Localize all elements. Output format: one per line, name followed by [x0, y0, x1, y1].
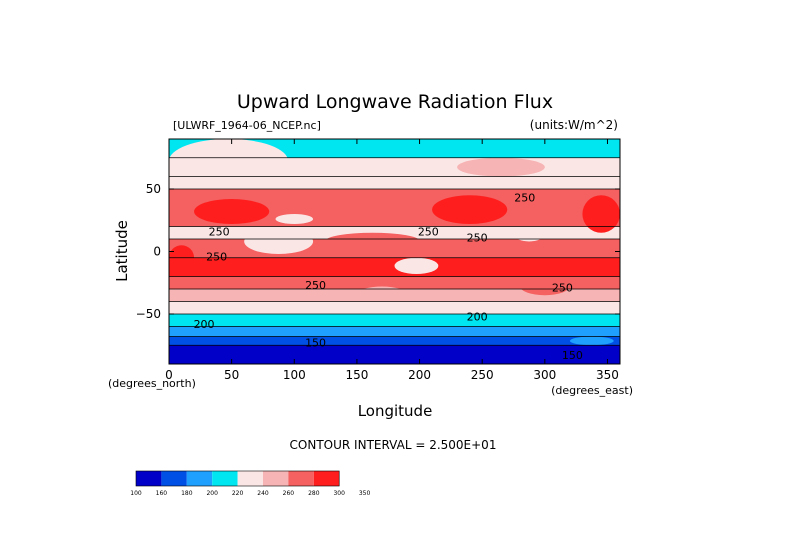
colorbar-swatch-2	[186, 471, 213, 486]
contour-labels: 250 250 250 250 250 250 250 200 200 150 150	[194, 192, 583, 363]
contour-label-8: 200	[467, 310, 488, 323]
contour-label-10: 150	[562, 349, 583, 362]
x-tick-label-7: 350	[596, 368, 619, 382]
colorbar-swatch-0	[136, 471, 162, 486]
colorbar-level-1: 160	[156, 490, 168, 497]
contour-label-5: 250	[552, 282, 573, 295]
colorbar-level-4: 220	[232, 490, 244, 497]
region-13	[569, 336, 614, 346]
band-13	[169, 345, 620, 364]
colorbar-swatch-6	[288, 471, 314, 486]
region-5	[432, 195, 508, 224]
colorbar-level-8: 300	[333, 490, 345, 497]
x-tick-label-3: 150	[345, 368, 368, 382]
region-6	[244, 229, 314, 254]
colorbar-swatch-5	[263, 471, 289, 486]
x-tick-label-4: 200	[408, 368, 431, 382]
contour-label-1: 250	[206, 250, 227, 263]
band-12	[169, 336, 620, 346]
region-7	[325, 232, 420, 249]
colorbar-level-7: 280	[308, 490, 320, 497]
colorbar-level-6: 260	[283, 490, 295, 497]
chart-title: Upward Longwave Radiation Flux	[237, 91, 553, 113]
colorbar-level-2: 180	[181, 490, 193, 497]
colorbar-level-3: 200	[206, 490, 218, 497]
contour-label-3: 250	[467, 232, 488, 245]
region-1	[457, 157, 545, 177]
band-9	[169, 301, 620, 314]
band-6	[169, 257, 620, 277]
y-axis: 50 0 −50	[136, 182, 620, 321]
y-tick-label-0: 50	[146, 182, 161, 196]
colorbar-swatch-1	[161, 471, 187, 486]
contour-label-0: 250	[209, 225, 230, 238]
units-label: (units:W/m^2)	[530, 118, 618, 132]
colorbar-frame	[135, 470, 340, 487]
y-tick-label-1: 0	[153, 245, 161, 259]
region-8	[513, 226, 545, 242]
x-tick-label-5: 250	[471, 368, 494, 382]
x-tick-label-1: 50	[224, 368, 239, 382]
x-tick-label-2: 100	[283, 368, 306, 382]
band-2	[169, 176, 620, 189]
region-9	[394, 257, 439, 274]
colorbar-swatch-3	[212, 471, 238, 486]
colorbar-swatch-4	[237, 471, 263, 486]
contour-interval-text: CONTOUR INTERVAL = 2.500E+01	[290, 438, 497, 452]
contour-label-6: 250	[305, 279, 326, 292]
band-10	[169, 314, 620, 327]
contour-label-7: 200	[194, 318, 215, 331]
file-label: [ULWRF_1964-06_NCEP.nc]	[173, 119, 321, 132]
region-11	[519, 276, 570, 296]
x-axis: 0 50 100 150 200 250 300 350	[165, 139, 619, 382]
y-tick-label-2: −50	[136, 307, 161, 321]
region-4	[275, 214, 314, 224]
region-2	[194, 199, 270, 224]
x-tick-label-6: 300	[533, 368, 556, 382]
colorbar: 100 160 180 200 220 240 260 280 300 350	[130, 470, 371, 497]
contour-label-4: 250	[514, 192, 535, 205]
colorbar-level-0: 100	[130, 490, 142, 497]
x-units-label: (degrees_east)	[551, 384, 633, 397]
x-tick-label-0: 0	[165, 368, 173, 382]
colorbar-swatch-7	[313, 471, 340, 486]
region-0	[169, 139, 289, 183]
band-11	[169, 326, 620, 337]
contour-label-9: 150	[305, 337, 326, 350]
y-units-label: (degrees_north)	[108, 377, 196, 390]
y-axis-label: Latitude	[113, 220, 131, 282]
region-12	[356, 286, 408, 302]
region-3	[582, 195, 620, 233]
colorbar-level-9: 350	[359, 490, 371, 497]
contour-label-2: 250	[418, 225, 439, 238]
band-7	[169, 276, 620, 289]
colorbar-level-5: 240	[257, 490, 269, 497]
heatmap-area	[169, 139, 620, 364]
x-axis-label: Longitude	[358, 402, 433, 420]
